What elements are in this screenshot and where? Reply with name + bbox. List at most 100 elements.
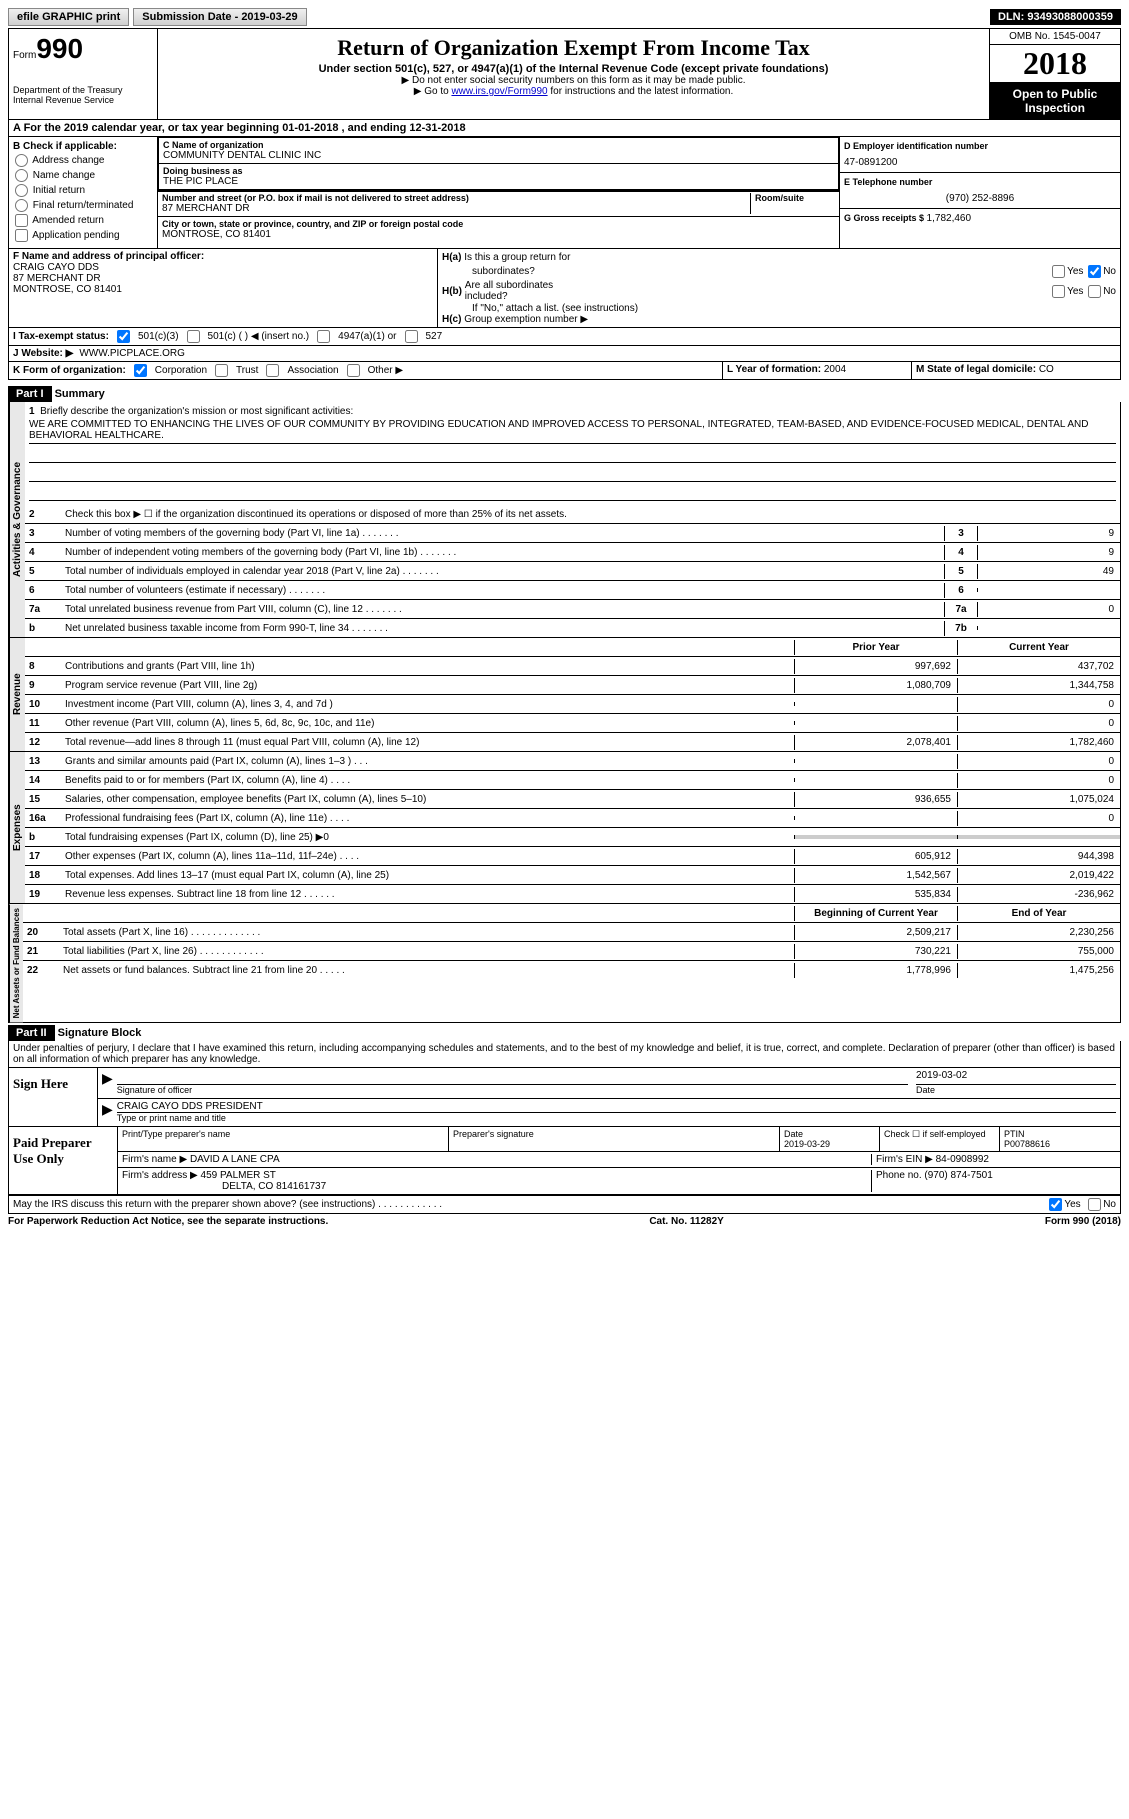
firm-ein: 84-0908992 [936, 1154, 989, 1165]
hb-yes-checkbox[interactable] [1052, 285, 1065, 298]
line-3: 3Number of voting members of the governi… [25, 524, 1120, 543]
ptin-value: P00788616 [1004, 1139, 1050, 1149]
line-21: 21Total liabilities (Part X, line 26) . … [23, 942, 1120, 961]
street-label: Number and street (or P.O. box if mail i… [162, 193, 750, 203]
tab-governance: Activities & Governance [9, 402, 25, 637]
colb-check-1[interactable] [15, 169, 28, 182]
colb-check-4[interactable] [15, 214, 28, 227]
4947-checkbox[interactable] [317, 330, 330, 343]
dba-label: Doing business as [163, 166, 834, 176]
hdr-current: Current Year [957, 640, 1120, 655]
row-k-label: K Form of organization: [13, 365, 126, 376]
colb-item-3[interactable]: Final return/terminated [13, 199, 153, 212]
line-6: 6Total number of volunteers (estimate if… [25, 581, 1120, 600]
hb-no-checkbox[interactable] [1088, 285, 1101, 298]
sig-date: 2019-03-02 [916, 1070, 1116, 1085]
colb-item-5[interactable]: Application pending [13, 229, 153, 242]
phone-value: (970) 874-7501 [924, 1170, 992, 1181]
footer-right: Form 990 (2018) [1045, 1216, 1121, 1227]
sig-officer-label: Signature of officer [117, 1085, 192, 1095]
501c-checkbox[interactable] [187, 330, 200, 343]
header-mid: Return of Organization Exempt From Incom… [158, 29, 989, 119]
discuss-text: May the IRS discuss this return with the… [13, 1199, 442, 1210]
ha-yes-checkbox[interactable] [1052, 265, 1065, 278]
ein-label: D Employer identification number [844, 141, 1116, 151]
colb-check-5[interactable] [15, 229, 28, 242]
col-h: H(a) Is this a group return for subordin… [438, 249, 1120, 327]
tab-revenue: Revenue [9, 638, 25, 751]
col-c: C Name of organizationCOMMUNITY DENTAL C… [158, 137, 839, 248]
officer-addr1: 87 MERCHANT DR [13, 273, 433, 284]
pp-date: 2019-03-29 [784, 1139, 830, 1149]
note-ssn: ▶ Do not enter social security numbers o… [162, 75, 985, 86]
colb-check-2[interactable] [15, 184, 28, 197]
hc-label: H(c) [442, 314, 461, 325]
tab-netassets: Net Assets or Fund Balances [9, 904, 23, 1022]
discuss-no-checkbox[interactable] [1088, 1198, 1101, 1211]
name-title-label: Type or print name and title [117, 1113, 226, 1123]
officer-label: F Name and address of principal officer: [13, 251, 433, 262]
hb-note: If "No," attach a list. (see instruction… [442, 303, 1116, 314]
gross-label: G Gross receipts $ [844, 213, 927, 223]
pp-name-label: Print/Type preparer's name [118, 1127, 449, 1152]
sig-name: CRAIG CAYO DDS PRESIDENT [117, 1101, 1116, 1113]
domicile-value: CO [1039, 364, 1054, 375]
phone-label: Phone no. [876, 1170, 924, 1181]
opt-501c: 501(c) ( ) ◀ (insert no.) [208, 331, 310, 342]
hc-text: Group exemption number ▶ [464, 314, 588, 325]
paid-preparer-label: Paid Preparer Use Only [9, 1127, 117, 1194]
room-label: Room/suite [755, 193, 835, 203]
dln-label: DLN: 93493088000359 [990, 9, 1121, 25]
colb-check-3[interactable] [15, 199, 28, 212]
527-checkbox[interactable] [405, 330, 418, 343]
assoc-checkbox[interactable] [266, 364, 279, 377]
opt-assoc: Association [287, 365, 338, 376]
note-link: ▶ Go to www.irs.gov/Form990 for instruct… [162, 86, 985, 97]
part2-title: Signature Block [58, 1027, 142, 1039]
opt-trust: Trust [236, 365, 258, 376]
form-number: 990 [36, 33, 83, 64]
colb-item-2[interactable]: Initial return [13, 184, 153, 197]
colb-check-0[interactable] [15, 154, 28, 167]
501c3-checkbox[interactable] [117, 330, 130, 343]
omb-number: OMB No. 1545-0047 [990, 29, 1120, 45]
hb-label: H(b) [442, 286, 462, 297]
corp-checkbox[interactable] [134, 364, 147, 377]
pp-sig-label: Preparer's signature [449, 1127, 780, 1152]
firm-addr1: 459 PALMER ST [201, 1170, 276, 1181]
tab-expenses: Expenses [9, 752, 25, 903]
city-label: City or town, state or province, country… [162, 219, 835, 229]
line-16a: 16aProfessional fundraising fees (Part I… [25, 809, 1120, 828]
col-f: F Name and address of principal officer:… [9, 249, 438, 327]
form-title: Return of Organization Exempt From Incom… [162, 35, 985, 61]
sign-here-label: Sign Here [9, 1068, 97, 1126]
form-label: Form [13, 50, 36, 61]
date-label: Date [916, 1085, 935, 1095]
row-j-label: J Website: ▶ [13, 348, 73, 359]
line-11: 11Other revenue (Part VIII, column (A), … [25, 714, 1120, 733]
row-i-label: I Tax-exempt status: [13, 331, 109, 342]
line-8: 8Contributions and grants (Part VIII, li… [25, 657, 1120, 676]
colb-item-1[interactable]: Name change [13, 169, 153, 182]
colb-item-4[interactable]: Amended return [13, 214, 153, 227]
irs-link[interactable]: www.irs.gov/Form990 [451, 86, 547, 97]
trust-checkbox[interactable] [215, 364, 228, 377]
ha-no-checkbox[interactable] [1088, 265, 1101, 278]
opt-501c3: 501(c)(3) [138, 331, 179, 342]
ein-value: 47-0891200 [844, 157, 1116, 168]
opt-other: Other ▶ [368, 365, 403, 376]
line-15: 15Salaries, other compensation, employee… [25, 790, 1120, 809]
line-b: bTotal fundraising expenses (Part IX, co… [25, 828, 1120, 847]
firm-name: DAVID A LANE CPA [190, 1154, 280, 1165]
discuss-yes-checkbox[interactable] [1049, 1198, 1062, 1211]
declaration-text: Under penalties of perjury, I declare th… [8, 1041, 1121, 1068]
other-checkbox[interactable] [347, 364, 360, 377]
colb-item-0[interactable]: Address change [13, 154, 153, 167]
hdr-prior: Prior Year [794, 640, 957, 655]
dba-value: THE PIC PLACE [163, 176, 834, 187]
submission-date: Submission Date - 2019-03-29 [133, 8, 306, 26]
org-name: COMMUNITY DENTAL CLINIC INC [163, 150, 834, 161]
efile-button[interactable]: efile GRAPHIC print [8, 8, 129, 26]
part1-header: Part I [8, 386, 52, 402]
line-18: 18Total expenses. Add lines 13–17 (must … [25, 866, 1120, 885]
